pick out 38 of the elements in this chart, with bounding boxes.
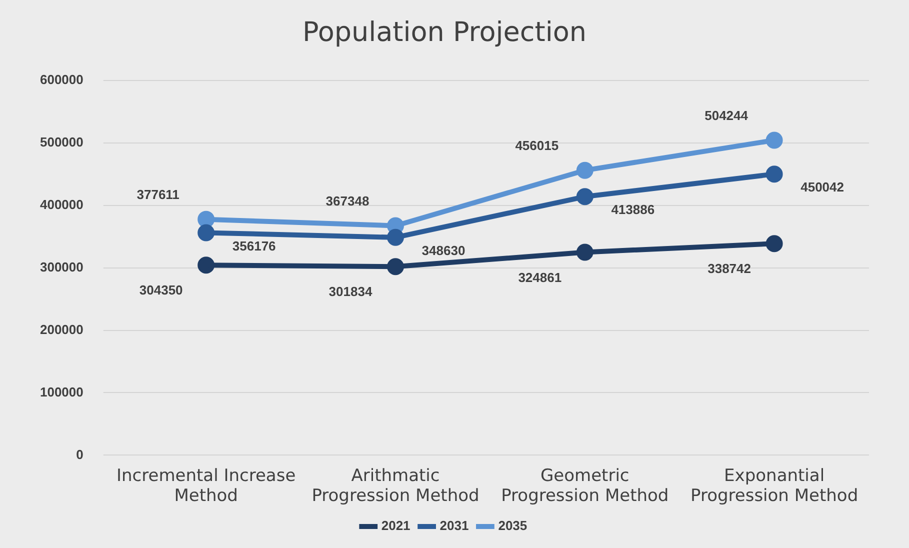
x-tick-label: Exponantial Progression Method [690,466,858,506]
y-tick-label: 100000 [40,384,84,400]
data-label: 456015 [515,138,559,153]
point [198,210,215,228]
data-label: 450042 [800,180,844,195]
point [576,162,594,179]
y-tick-label: 300000 [40,259,84,274]
data-label: 338742 [708,261,751,276]
y-tick-label: 500000 [40,134,84,150]
point [576,188,594,206]
y-tick-label: 600000 [40,72,84,87]
point [198,256,215,274]
x-tick-label: Arithmatic Progression Method [312,466,480,506]
point [766,235,783,252]
data-label: 356176 [232,238,276,254]
data-label: 301834 [328,284,373,300]
data-label: 367348 [326,193,370,208]
x-tick-label: Incremental Increase Method [116,466,296,506]
x-tick-label: Geometric Progression Method [501,466,669,506]
y-tick-label: 0 [76,446,84,462]
y-tick-label: 200000 [40,322,84,337]
point [766,166,783,183]
data-label: 304350 [139,282,183,298]
y-tick-label: 400000 [40,196,84,212]
chart-title: Population Projection [302,17,586,48]
data-label: 324861 [518,270,562,285]
point [198,224,215,242]
data-label: 504244 [704,108,749,123]
point [386,228,404,246]
point [386,258,404,276]
point [766,132,783,149]
legend-label: 2021 [381,518,410,534]
point [576,244,594,261]
data-label: 348630 [422,243,466,258]
legend-label: 2035 [498,518,528,534]
legend-label: 2031 [440,518,469,534]
data-label: 413886 [611,202,655,218]
data-label: 377611 [136,186,180,202]
